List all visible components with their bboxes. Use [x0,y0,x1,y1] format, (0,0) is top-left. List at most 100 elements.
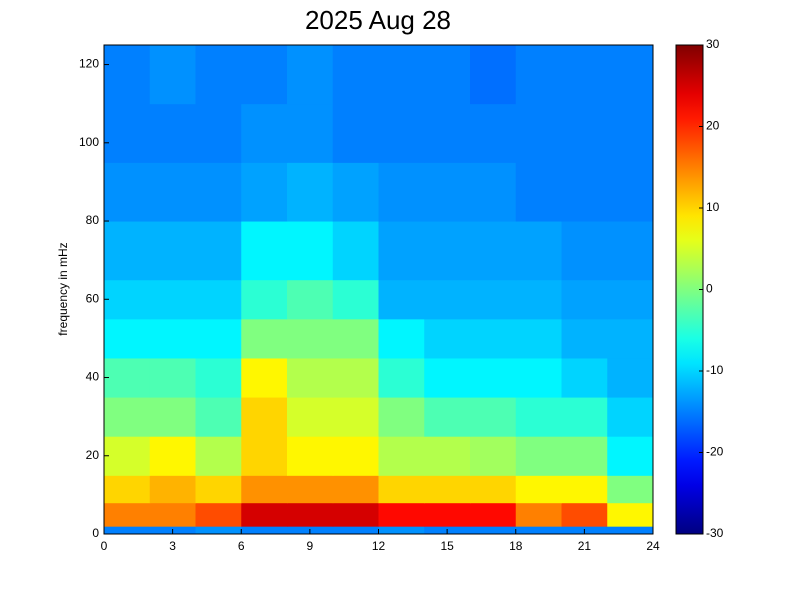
heat-cell [332,162,379,222]
heat-cell [515,103,562,163]
heat-cell [195,279,242,320]
heat-cell [104,502,151,527]
heat-cell [241,221,288,281]
y-tick-label: 20 [86,448,100,462]
heat-cell [607,221,654,281]
heat-cell [332,475,379,504]
heat-cell [241,45,288,105]
heat-cell [104,397,151,437]
heat-cell [332,221,379,281]
x-tick-label: 0 [101,539,108,553]
heat-cell [515,162,562,222]
heat-cell [332,502,379,527]
heat-cell [332,103,379,163]
heat-cell [424,103,471,163]
heat-cell [515,318,562,359]
y-tick-label: 60 [86,291,100,305]
heat-cell [561,279,608,320]
x-tick-label: 18 [509,539,523,553]
heat-cell [149,357,196,398]
heat-cell [515,397,562,437]
heat-cell [424,502,471,527]
heat-cell [470,397,517,437]
heat-cell [287,318,334,359]
heat-cell [470,357,517,398]
heat-cell [470,436,517,476]
heat-cell [561,436,608,476]
heat-cell [104,526,151,535]
heat-cell [287,221,334,281]
heat-cell [561,475,608,504]
y-axis-label: frequency in mHz [56,242,70,335]
heat-cell [607,357,654,398]
heat-cell [241,436,288,476]
heat-cell [607,279,654,320]
chart-title: 2025 Aug 28 [305,5,451,35]
y-tick-label: 80 [86,213,100,227]
heat-cell [104,221,151,281]
heat-cell [149,103,196,163]
heat-cell [332,436,379,476]
heat-cell [241,318,288,359]
heat-cell [470,502,517,527]
heat-cell [241,162,288,222]
heat-cell [104,436,151,476]
heat-cell [378,397,425,437]
colorbar-tick-label: 30 [706,37,720,51]
heat-cell [607,502,654,527]
y-tick-label: 40 [86,370,100,384]
heat-cell [561,318,608,359]
heat-cell [515,502,562,527]
heat-cell [378,162,425,222]
heat-cell [470,221,517,281]
heat-cell [332,357,379,398]
heat-cell [515,357,562,398]
heat-cell [287,475,334,504]
heat-cell [515,436,562,476]
heat-cell [332,318,379,359]
heat-cell [332,526,379,535]
heat-cell [195,502,242,527]
heat-cell [424,397,471,437]
heat-cell [424,475,471,504]
heat-cell [195,318,242,359]
heat-cell [195,475,242,504]
x-tick-label: 9 [307,539,314,553]
x-tick-label: 21 [578,539,592,553]
x-tick-label: 3 [169,539,176,553]
heat-cell [195,221,242,281]
heat-cell [424,436,471,476]
heat-cell [515,45,562,105]
heat-cell [424,357,471,398]
y-tick-label: 120 [79,57,99,71]
heat-cell [515,221,562,281]
colorbar-tick-label: -10 [706,363,724,377]
colorbar [675,44,704,535]
heat-cell [287,357,334,398]
colorbar-tick-label: 10 [706,200,720,214]
heat-cell [287,502,334,527]
heat-cell [241,526,288,535]
heat-cell [378,357,425,398]
colorbar-tick-label: 20 [706,119,720,133]
heat-cell [195,45,242,105]
x-tick-label: 15 [440,539,454,553]
colorbar-tick-label: -20 [706,445,724,459]
heat-cell [378,221,425,281]
heat-cell [149,162,196,222]
heat-cell [104,279,151,320]
heat-cell [241,502,288,527]
heat-cell [470,162,517,222]
heat-cell [607,526,654,535]
heat-cell [607,475,654,504]
heat-cell [561,502,608,527]
heat-cell [470,103,517,163]
heat-cell [424,318,471,359]
heat-cell [561,357,608,398]
heat-cell [332,397,379,437]
heat-cell [104,45,151,105]
heat-cell [515,475,562,504]
heat-cell [424,221,471,281]
heat-cell [287,397,334,437]
